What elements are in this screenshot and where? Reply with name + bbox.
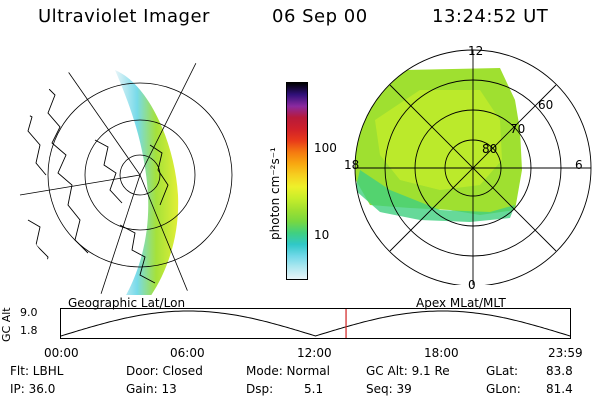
magnetic-polar-plot	[354, 49, 592, 285]
instrument-title: Ultraviolet Imager	[38, 6, 210, 27]
mlt-12-label: 12	[468, 44, 484, 58]
status-dsp-value: 5.1	[304, 382, 324, 396]
mlat-60-label: 60	[538, 98, 554, 112]
mlat-70-label: 70	[510, 122, 526, 136]
colorbar	[286, 82, 308, 280]
mlt-6-label: 6	[575, 158, 583, 172]
geographic-caption: Geographic Lat/Lon	[68, 296, 186, 310]
status-seq: Seq: 39	[366, 382, 412, 396]
altitude-plot-frame	[60, 308, 571, 339]
altitude-curve	[60, 310, 571, 337]
geographic-map	[19, 54, 233, 295]
time-tick-0000: 00:00	[44, 346, 79, 360]
status-glat: GLat:	[486, 364, 519, 378]
colorbar-tick-100: 100	[314, 141, 337, 155]
mlat-80-label: 80	[482, 142, 498, 156]
status-glat-value: 83.8	[546, 364, 573, 378]
time-label: 13:24:52 UT	[432, 6, 549, 27]
status-mode: Mode: Normal	[246, 364, 330, 378]
time-tick-1200: 12:00	[297, 346, 332, 360]
date-label: 06 Sep 00	[272, 6, 368, 27]
mlt-0-label: 0	[468, 278, 476, 292]
status-gc-alt: GC Alt: 9.1 Re	[366, 364, 450, 378]
altitude-plot	[60, 308, 571, 339]
gc-alt-tick-bottom: 1.8	[20, 324, 38, 337]
apex-caption: Apex MLat/MLT	[416, 296, 506, 310]
status-door: Door: Closed	[126, 364, 203, 378]
status-dsp: Dsp:	[246, 382, 274, 396]
status-glon-value: 81.4	[546, 382, 573, 396]
time-tick-1800: 18:00	[424, 346, 459, 360]
status-ip: IP: 36.0	[10, 382, 56, 396]
status-flt: Flt: LBHL	[10, 364, 64, 378]
time-tick-0600: 06:00	[170, 346, 205, 360]
time-tick-2359: 23:59	[548, 346, 583, 360]
mlt-18-label: 18	[344, 158, 360, 172]
aurora-glow-left	[115, 70, 179, 295]
gc-alt-axis-label: GC Alt	[0, 307, 13, 342]
gc-alt-tick-top: 9.0	[20, 306, 38, 319]
colorbar-unit-label: photon cm⁻²s⁻¹	[268, 147, 282, 240]
colorbar-tick-10: 10	[314, 228, 330, 242]
status-glon: GLon:	[486, 382, 521, 396]
status-gain: Gain: 13	[126, 382, 177, 396]
